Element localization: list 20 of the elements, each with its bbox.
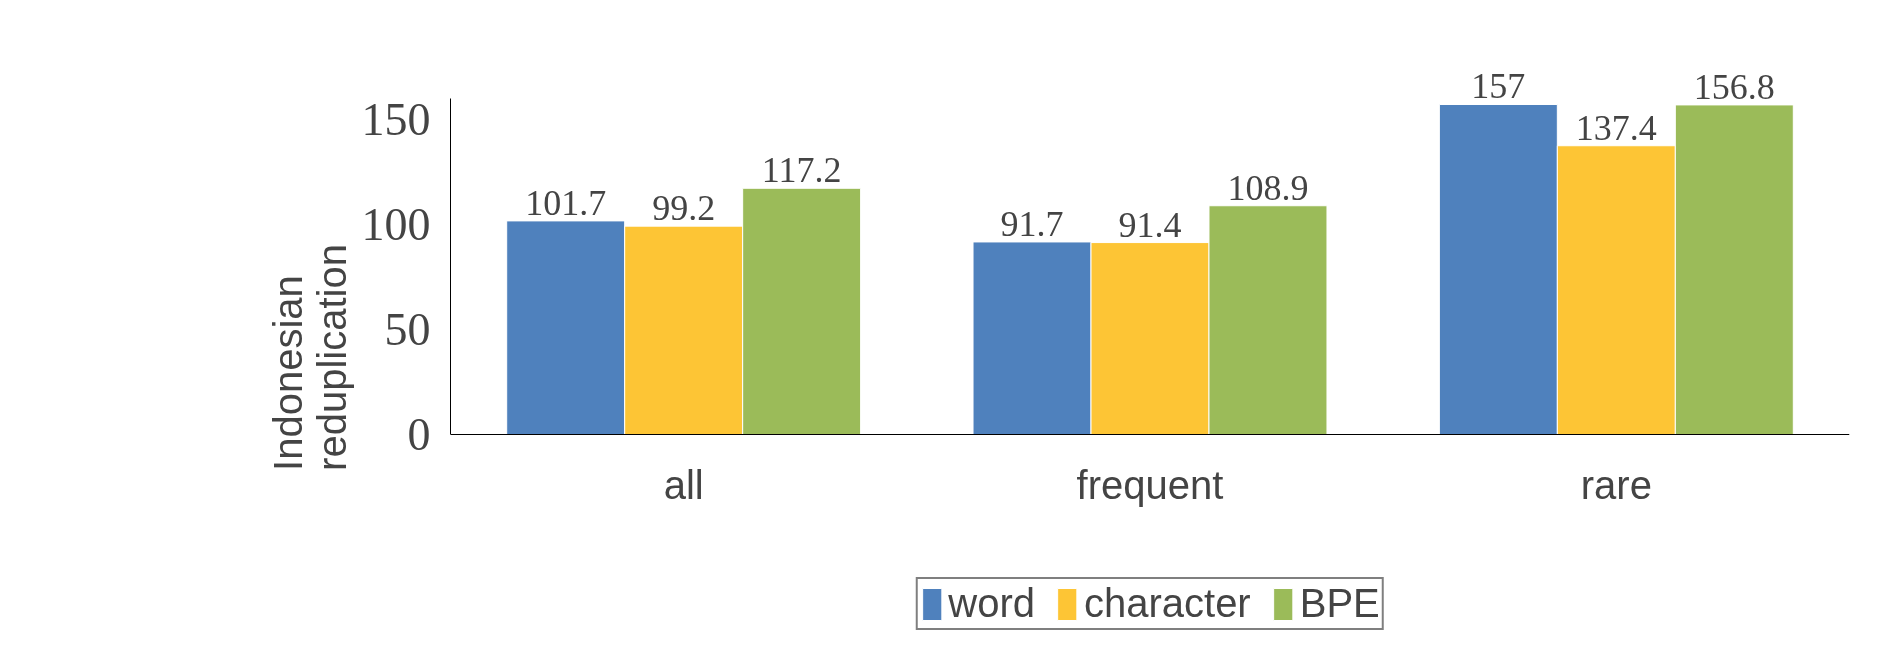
data-label: 101.7 <box>525 182 607 223</box>
data-label: 91.7 <box>1000 203 1064 244</box>
data-label: 91.4 <box>1118 204 1182 245</box>
x-tick-label: all <box>663 462 704 507</box>
data-label: 117.2 <box>761 150 842 191</box>
data-label: 157 <box>1471 66 1526 107</box>
x-tick-label: frequent <box>1076 462 1224 507</box>
data-label: 137.4 <box>1575 107 1657 148</box>
data-label: 99.2 <box>652 188 716 229</box>
y-tick-label: 150 <box>361 93 431 145</box>
legend-label: BPE <box>1299 581 1380 626</box>
y-tick-label: 50 <box>384 304 431 356</box>
legend-label: word <box>948 581 1035 626</box>
data-label: 156.8 <box>1693 66 1775 107</box>
y-tick-label: 0 <box>407 409 431 461</box>
y-axis-title: Indonesian reduplication <box>265 244 354 471</box>
data-label: 108.9 <box>1227 167 1309 208</box>
y-tick-label: 100 <box>361 198 431 250</box>
legend-label: character <box>1083 581 1251 626</box>
x-tick-label: rare <box>1580 462 1652 507</box>
